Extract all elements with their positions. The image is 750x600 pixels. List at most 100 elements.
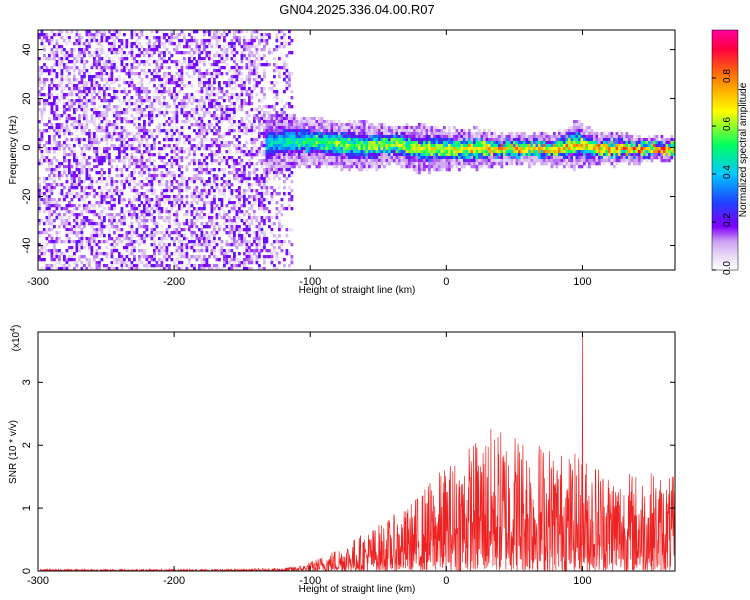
heatmap-cell	[118, 252, 121, 256]
heatmap-cell	[43, 36, 46, 40]
heatmap-cell	[245, 201, 249, 205]
heatmap-cell	[375, 162, 379, 166]
heatmap-cell	[165, 219, 169, 223]
heatmap-cell	[73, 153, 76, 157]
heatmap-cell	[130, 66, 134, 70]
heatmap-cell	[138, 123, 141, 127]
heatmap-cell	[273, 222, 276, 226]
heatmap-cell	[260, 117, 264, 121]
heatmap-cell	[398, 132, 401, 136]
heatmap-cell	[128, 258, 131, 262]
heatmap-cell	[50, 240, 54, 244]
heatmap-cell	[218, 108, 221, 112]
heatmap-cell	[43, 54, 46, 58]
heatmap-cell	[100, 120, 104, 124]
heatmap-cell	[318, 126, 321, 130]
heatmap-cell	[163, 129, 166, 133]
heatmap-cell	[110, 165, 114, 169]
heatmap-cell	[393, 159, 396, 163]
heatmap-cell	[268, 150, 271, 154]
heatmap-cell	[260, 249, 264, 253]
heatmap-cell	[38, 84, 41, 88]
heatmap-cell	[140, 171, 144, 175]
heatmap-cell	[360, 159, 364, 163]
heatmap-cell	[143, 165, 146, 169]
heatmap-cell	[258, 192, 261, 196]
heatmap-cell	[253, 117, 256, 121]
heatmap-cell	[123, 141, 126, 145]
heatmap-cell	[285, 207, 289, 211]
heatmap-cell	[103, 99, 106, 103]
heatmap-cell	[153, 42, 156, 46]
heatmap-cell	[230, 192, 234, 196]
heatmap-cell	[153, 174, 156, 178]
heatmap-cell	[238, 201, 241, 205]
heatmap-cell	[193, 264, 196, 268]
heatmap-cell	[68, 69, 71, 73]
heatmap-cell	[355, 165, 359, 169]
heatmap-cell	[203, 159, 206, 163]
heatmap-cell	[123, 96, 126, 100]
heatmap-cell	[200, 207, 204, 211]
heatmap-cell	[383, 165, 386, 169]
heatmap-cell	[78, 36, 81, 40]
heatmap-cell	[50, 102, 54, 106]
heatmap-cell	[265, 33, 269, 37]
heatmap-cell	[185, 102, 189, 106]
heatmap-cell	[88, 186, 91, 190]
heatmap-cell	[200, 234, 204, 238]
heatmap-cell	[215, 159, 219, 163]
heatmap-cell	[180, 72, 184, 76]
heatmap-cell	[180, 126, 184, 130]
heatmap-cell	[203, 123, 206, 127]
heatmap-cell	[130, 237, 134, 241]
heatmap-cell	[250, 93, 254, 97]
heatmap-cell	[218, 189, 221, 193]
heatmap-cell	[298, 156, 301, 160]
heatmap-cell	[215, 150, 219, 154]
heatmap-cell	[258, 135, 261, 139]
heatmap-cell	[378, 147, 381, 151]
heatmap-cell	[60, 63, 64, 67]
heatmap-cell	[243, 198, 246, 202]
heatmap-cell	[68, 255, 71, 259]
heatmap-cell	[160, 102, 164, 106]
heatmap-cell	[128, 90, 131, 94]
heatmap-cell	[98, 96, 101, 100]
heatmap-cell	[283, 150, 286, 154]
heatmap-cell	[48, 87, 51, 91]
heatmap-cell	[198, 234, 201, 238]
heatmap-cell	[338, 135, 341, 139]
heatmap-cell	[95, 75, 99, 79]
heatmap-cell	[185, 237, 189, 241]
heatmap-cell	[350, 138, 354, 142]
heatmap-cell	[278, 75, 281, 79]
heatmap-cell	[38, 141, 41, 145]
heatmap-cell	[210, 141, 214, 145]
heatmap-cell	[218, 66, 221, 70]
heatmap-cell	[148, 51, 151, 55]
heatmap-cell	[70, 147, 74, 151]
heatmap-cell	[188, 150, 191, 154]
heatmap-cell	[235, 36, 239, 40]
heatmap-cell	[38, 72, 41, 76]
heatmap-cell	[210, 144, 214, 148]
heatmap-cell	[130, 144, 134, 148]
heatmap-cell	[163, 165, 166, 169]
heatmap-cell	[70, 255, 74, 259]
heatmap-cell	[165, 267, 169, 270]
heatmap-cell	[55, 204, 59, 208]
heatmap-cell	[273, 129, 276, 133]
heatmap-cell	[118, 198, 121, 202]
heatmap-cell	[218, 30, 221, 34]
heatmap-cell	[343, 159, 346, 163]
heatmap-cell	[78, 180, 81, 184]
heatmap-cell	[113, 114, 116, 118]
heatmap-cell	[158, 45, 161, 49]
heatmap-cell	[273, 84, 276, 88]
heatmap-cell	[98, 39, 101, 43]
heatmap-cell	[178, 42, 181, 46]
heatmap-cell	[185, 120, 189, 124]
heatmap-cell	[133, 207, 136, 211]
heatmap-cell	[138, 105, 141, 109]
